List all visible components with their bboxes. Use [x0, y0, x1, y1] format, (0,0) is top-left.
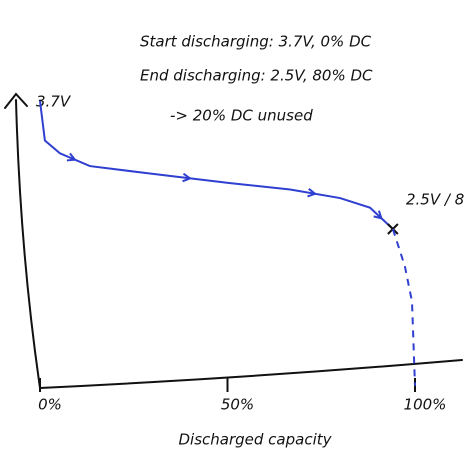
y-axis — [15, 99, 41, 389]
annotation: 3.7V — [36, 93, 72, 111]
annotation: End discharging: 2.5V, 80% DC — [140, 67, 373, 85]
annotation: -> 20% DC unused — [170, 107, 313, 125]
line-series — [391, 228, 416, 386]
x-tick-label: 50% — [221, 396, 254, 414]
x-axis-label: Discharged capacity — [178, 431, 332, 449]
direction-arrow — [182, 172, 193, 183]
direction-arrow — [307, 188, 318, 198]
x-tick-label: 100% — [404, 396, 447, 414]
direction-arrow — [66, 152, 77, 162]
annotation: 2.5V / 8 — [406, 191, 464, 209]
annotation: Start discharging: 3.7V, 0% DC — [140, 33, 372, 51]
y-axis-arrow — [4, 92, 28, 109]
direction-arrow — [373, 210, 383, 220]
x-axis — [39, 359, 463, 389]
x-tick-label: 0% — [38, 396, 62, 414]
